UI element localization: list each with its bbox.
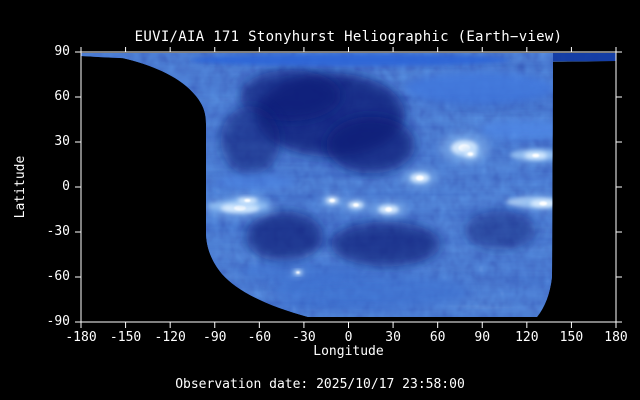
- chart-title: EUVI/AIA 171 Stonyhurst Heliographic (Ea…: [134, 29, 563, 45]
- active-region-core: [234, 205, 246, 211]
- x-tick-label: 150: [559, 330, 584, 345]
- map-light-streaks: [190, 53, 616, 310]
- x-tick-label: 180: [604, 330, 628, 345]
- active-region-core: [296, 271, 300, 274]
- dark-region: [245, 211, 324, 262]
- y-tick-label: 90: [54, 44, 70, 59]
- x-tick-label: -120: [154, 330, 186, 345]
- y-tick-label: 60: [54, 89, 70, 104]
- dark-region: [240, 70, 342, 121]
- x-tick-label: -180: [65, 330, 97, 345]
- x-tick-label: 120: [515, 330, 539, 345]
- y-tick-label: 0: [62, 179, 70, 194]
- dark-region: [326, 116, 416, 174]
- x-axis-title: Longitude: [313, 344, 384, 359]
- x-tick-label: -30: [292, 330, 316, 345]
- y-tick-label: -30: [46, 224, 70, 239]
- y-tick-label: -90: [46, 314, 70, 329]
- y-tick-label: -60: [46, 269, 70, 284]
- x-tick-label: -60: [247, 330, 272, 345]
- active-region-core: [539, 201, 548, 206]
- x-tick-label: -90: [203, 330, 227, 345]
- x-tick-label: 30: [385, 330, 401, 345]
- active-region-core: [385, 207, 393, 212]
- y-tick-label: 30: [54, 134, 70, 149]
- axis-ticks: [75, 47, 622, 328]
- active-region-core: [467, 152, 474, 156]
- dark-region: [220, 106, 281, 175]
- active-region-core: [532, 153, 540, 158]
- x-tick-label: 60: [429, 330, 446, 345]
- x-tick-label: -150: [109, 330, 142, 345]
- active-region-core: [329, 198, 335, 203]
- dark-region: [330, 221, 441, 267]
- x-tick-label: 0: [344, 330, 353, 345]
- x-tick-label: 90: [474, 330, 491, 345]
- active-regions-layer: [203, 132, 568, 277]
- dark-regions-layer: [220, 70, 536, 267]
- active-region-core: [244, 198, 251, 203]
- observation-date: Observation date: 2025/10/17 23:58:00: [175, 377, 465, 392]
- active-region-core: [353, 203, 359, 207]
- active-region-core: [415, 175, 424, 181]
- dark-region: [464, 211, 536, 250]
